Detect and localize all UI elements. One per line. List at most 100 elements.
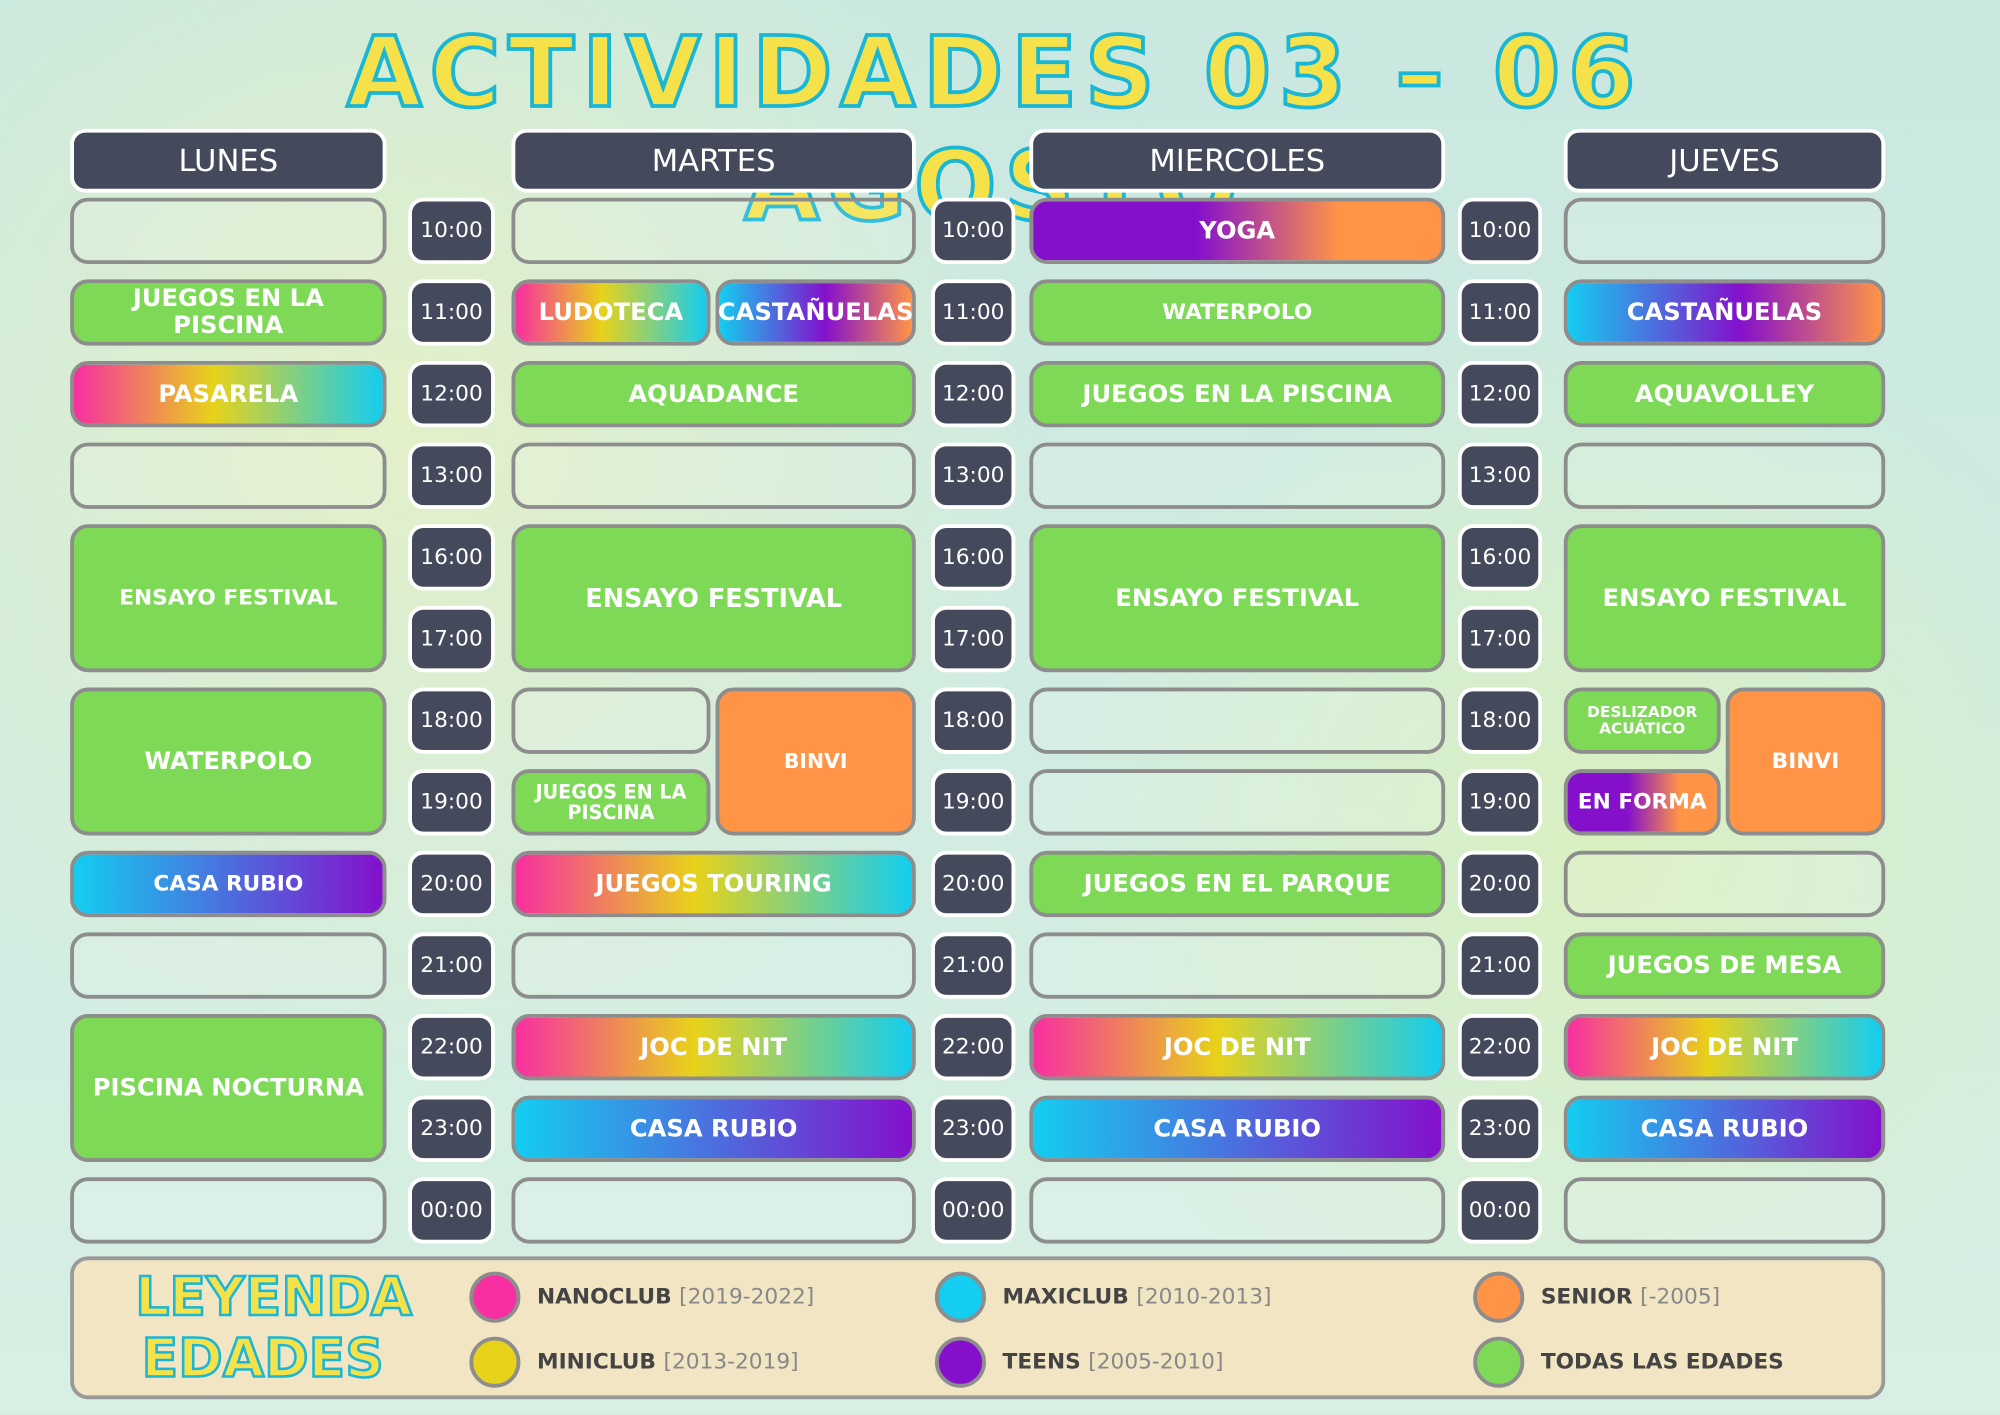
time-slot: 20:00 <box>1457 850 1543 918</box>
time-slot: 00:00 <box>931 1177 1016 1244</box>
empty-slot <box>70 932 387 999</box>
activity: ENSAYO FESTIVAL <box>1563 524 1886 673</box>
time-slot: 11:00 <box>1457 279 1543 346</box>
legend-label: MINICLUB [2013-2019] <box>537 1349 799 1375</box>
time-slot: 11:00 <box>408 279 495 346</box>
activity: CASTAÑUELAS <box>715 279 916 346</box>
empty-slot <box>1029 687 1446 754</box>
legend-swatch <box>469 1271 521 1323</box>
legend-range: [2005-2010] <box>1088 1349 1224 1375</box>
activity: JUEGOS TOURING <box>511 850 916 918</box>
time-slot: 23:00 <box>1457 1095 1543 1162</box>
legend-swatch <box>469 1336 521 1388</box>
time-slot: 19:00 <box>1457 769 1543 836</box>
legend-label: TEENS [2005-2010] <box>1003 1349 1224 1375</box>
legend-name: NANOCLUB <box>536 1284 672 1310</box>
time-slot: 10:00 <box>931 197 1016 265</box>
empty-slot <box>1029 769 1446 836</box>
time-slot: 20:00 <box>931 850 1016 918</box>
activity: ENSAYO FESTIVAL <box>511 524 916 673</box>
time-slot: 18:00 <box>408 687 495 754</box>
time-slot: 13:00 <box>931 442 1016 509</box>
time-slot: 21:00 <box>1457 932 1543 999</box>
empty-slot <box>1563 442 1886 509</box>
time-slot: 18:00 <box>1457 687 1543 754</box>
activity: DESLIZADOR ACUÁTICO <box>1563 687 1721 754</box>
empty-slot <box>1563 850 1886 918</box>
time-slot: 13:00 <box>408 442 495 509</box>
time-slot: 21:00 <box>408 932 495 999</box>
legend-range: [-2005] <box>1640 1284 1721 1310</box>
activity: AQUAVOLLEY <box>1563 360 1886 428</box>
time-slot: 22:00 <box>1457 1014 1543 1081</box>
legend-name: MINICLUB <box>536 1349 656 1375</box>
activity: CASA RUBIO <box>511 1095 916 1162</box>
time-slot: 16:00 <box>1457 524 1543 591</box>
time-slot: 20:00 <box>408 850 495 918</box>
activity: CASTAÑUELAS <box>1563 279 1886 346</box>
time-slot: 12:00 <box>1457 360 1543 428</box>
day-header: MARTES <box>511 128 916 193</box>
activity: PISCINA NOCTURNA <box>70 1014 387 1162</box>
activity: BINVI <box>715 687 916 836</box>
time-slot: 13:00 <box>1457 442 1543 509</box>
time-slot: 19:00 <box>931 769 1016 836</box>
activity: PASARELA <box>70 360 387 428</box>
activity: JUEGOS EN LA PISCINA <box>70 279 387 346</box>
activity: JOC DE NIT <box>1563 1014 1886 1081</box>
legend-name: SENIOR <box>1540 1284 1633 1310</box>
empty-slot <box>511 687 711 754</box>
time-slot: 17:00 <box>931 605 1016 673</box>
activity: ENSAYO FESTIVAL <box>1029 524 1446 673</box>
activity: ENSAYO FESTIVAL <box>70 524 387 673</box>
activity: WATERPOLO <box>70 687 387 836</box>
activity: CASA RUBIO <box>1563 1095 1886 1162</box>
legend-name: MAXICLUB <box>1002 1284 1129 1310</box>
empty-slot <box>1029 442 1446 509</box>
activity: BINVI <box>1725 687 1886 836</box>
empty-slot <box>1563 197 1886 265</box>
time-slot: 23:00 <box>408 1095 495 1162</box>
time-slot: 16:00 <box>931 524 1016 591</box>
activity: EN FORMA <box>1563 769 1721 836</box>
empty-slot <box>70 442 387 509</box>
legend-swatch <box>934 1336 986 1388</box>
legend-label: NANOCLUB [2019-2022] <box>537 1284 814 1310</box>
time-slot: 12:00 <box>931 360 1016 428</box>
time-slot: 17:00 <box>1457 605 1543 673</box>
legend: LEYENDA EDADES NANOCLUB [2019-2022] MINIC… <box>70 1256 1886 1400</box>
day-header: MIERCOLES <box>1029 128 1446 193</box>
activity: AQUADANCE <box>511 360 916 428</box>
activity: JUEGOS EN LA PISCINA <box>1029 360 1446 428</box>
time-slot: 00:00 <box>408 1177 495 1244</box>
empty-slot <box>1029 1177 1446 1244</box>
activity: JOC DE NIT <box>511 1014 916 1081</box>
legend-range: [2010-2013] <box>1136 1284 1272 1310</box>
legend-label: TODAS LAS EDADES <box>1541 1349 1784 1375</box>
day-header: LUNES <box>70 128 387 193</box>
legend-title: EDADES <box>140 1326 385 1390</box>
legend-label: MAXICLUB [2010-2013] <box>1003 1284 1272 1310</box>
activity: JOC DE NIT <box>1029 1014 1446 1081</box>
legend-swatch <box>934 1271 986 1323</box>
legend-range: [2019-2022] <box>679 1284 815 1310</box>
activity: WATERPOLO <box>1029 279 1446 346</box>
time-slot: 21:00 <box>931 932 1016 999</box>
time-slot: 23:00 <box>931 1095 1016 1162</box>
time-slot: 11:00 <box>931 279 1016 346</box>
activity: YOGA <box>1029 197 1446 265</box>
legend-name: TODAS LAS EDADES <box>1540 1349 1784 1375</box>
empty-slot <box>70 1177 387 1244</box>
activity: CASA RUBIO <box>1029 1095 1446 1162</box>
day-header: JUEVES <box>1563 128 1886 193</box>
empty-slot <box>1029 932 1446 999</box>
time-slot: 17:00 <box>408 605 495 673</box>
time-slot: 22:00 <box>408 1014 495 1081</box>
empty-slot <box>511 1177 916 1244</box>
time-slot: 19:00 <box>408 769 495 836</box>
time-slot: 18:00 <box>931 687 1016 754</box>
activity: JUEGOS DE MESA <box>1563 932 1886 999</box>
